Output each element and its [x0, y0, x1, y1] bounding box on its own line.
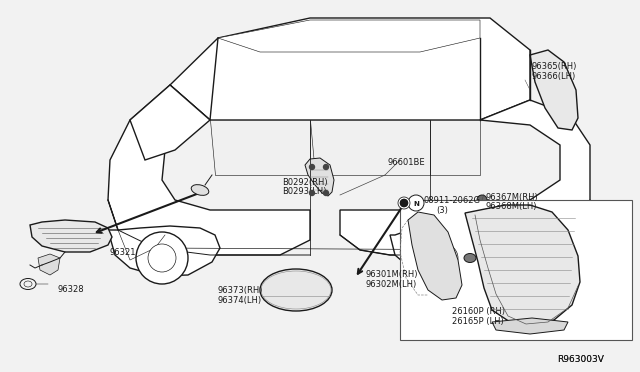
Circle shape — [418, 232, 470, 284]
Circle shape — [323, 164, 328, 170]
Circle shape — [398, 197, 410, 209]
Polygon shape — [430, 120, 480, 175]
Text: B0292(RH): B0292(RH) — [282, 178, 328, 187]
Polygon shape — [340, 100, 590, 255]
Polygon shape — [130, 85, 210, 160]
Text: 96367M(RH): 96367M(RH) — [486, 193, 539, 202]
Circle shape — [323, 190, 328, 196]
Polygon shape — [465, 205, 580, 325]
Polygon shape — [310, 120, 430, 175]
Ellipse shape — [260, 269, 332, 311]
Circle shape — [136, 232, 188, 284]
Polygon shape — [218, 20, 480, 52]
Polygon shape — [408, 212, 462, 300]
Text: B0293(LH): B0293(LH) — [282, 187, 326, 196]
Text: 26165P (LH): 26165P (LH) — [452, 317, 504, 326]
Text: R963003V: R963003V — [557, 355, 604, 364]
Polygon shape — [108, 226, 220, 276]
Text: 96321: 96321 — [110, 248, 136, 257]
Circle shape — [401, 199, 408, 206]
Text: 96302M(LH): 96302M(LH) — [366, 280, 417, 289]
Polygon shape — [38, 254, 60, 275]
Text: N: N — [413, 201, 419, 207]
Text: 26160P (RH): 26160P (RH) — [452, 307, 505, 316]
Polygon shape — [108, 85, 310, 255]
Circle shape — [310, 190, 314, 196]
Text: 96373(RH): 96373(RH) — [218, 286, 264, 295]
Polygon shape — [210, 120, 310, 175]
Polygon shape — [30, 220, 112, 252]
Text: 08911-2062G: 08911-2062G — [424, 196, 481, 205]
Text: 96365(RH): 96365(RH) — [532, 62, 577, 71]
Ellipse shape — [191, 185, 209, 195]
Polygon shape — [170, 18, 530, 120]
Text: 96601BE: 96601BE — [388, 158, 426, 167]
Circle shape — [401, 199, 408, 206]
Ellipse shape — [477, 195, 487, 205]
Polygon shape — [390, 226, 498, 276]
Ellipse shape — [464, 253, 476, 263]
Text: 96368M(LH): 96368M(LH) — [486, 202, 538, 211]
Polygon shape — [530, 50, 578, 130]
Circle shape — [310, 164, 314, 170]
Text: 96328: 96328 — [58, 285, 84, 294]
Text: (3): (3) — [436, 206, 448, 215]
FancyBboxPatch shape — [400, 200, 632, 340]
Text: R963003V: R963003V — [557, 355, 604, 364]
Circle shape — [430, 244, 458, 272]
Text: 96366(LH): 96366(LH) — [532, 72, 576, 81]
Polygon shape — [492, 318, 568, 334]
Circle shape — [408, 195, 424, 211]
Circle shape — [148, 244, 176, 272]
Polygon shape — [305, 158, 334, 196]
Text: 96301M(RH): 96301M(RH) — [366, 270, 419, 279]
Text: 96374(LH): 96374(LH) — [218, 296, 262, 305]
